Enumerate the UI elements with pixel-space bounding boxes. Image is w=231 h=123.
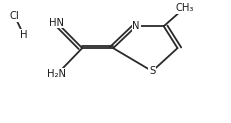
- Text: H₂N: H₂N: [47, 69, 67, 79]
- Text: N: N: [132, 21, 140, 31]
- Text: CH₃: CH₃: [175, 3, 194, 13]
- Text: Cl: Cl: [10, 11, 19, 21]
- Text: HN: HN: [49, 18, 64, 28]
- Text: S: S: [149, 66, 155, 76]
- Text: H: H: [20, 30, 27, 40]
